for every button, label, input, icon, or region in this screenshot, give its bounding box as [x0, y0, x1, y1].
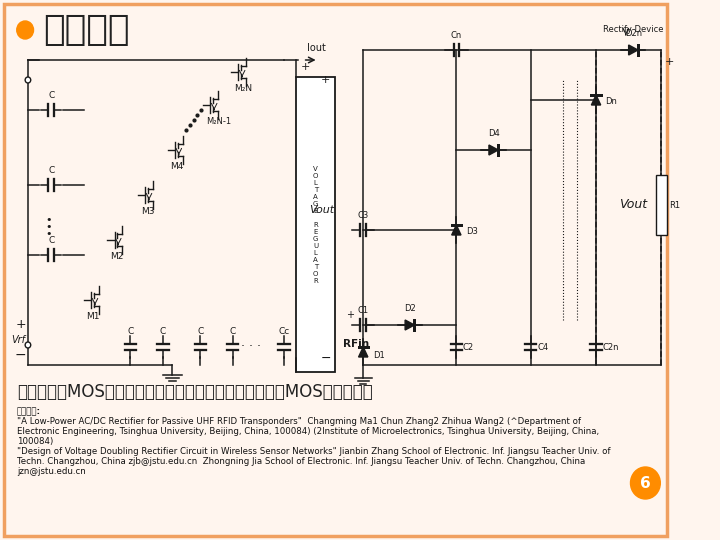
Polygon shape	[451, 225, 461, 235]
Text: Techn. Changzhou, China zjb@jstu.edu.cn  Zhongning Jia School of Electronic. Inf: Techn. Changzhou, China zjb@jstu.edu.cn …	[17, 457, 585, 466]
Text: Iout: Iout	[307, 43, 326, 53]
Text: C: C	[48, 236, 54, 245]
Text: 倍壓電路: 倍壓電路	[43, 13, 130, 47]
Text: Cn: Cn	[451, 31, 462, 40]
Text: C2: C2	[463, 342, 474, 352]
Circle shape	[25, 342, 31, 348]
Text: R1: R1	[669, 200, 680, 210]
Text: C: C	[127, 327, 133, 336]
Polygon shape	[629, 45, 638, 55]
Text: +: +	[346, 310, 354, 320]
Text: M2: M2	[110, 252, 123, 261]
Bar	[656, 175, 667, 235]
Text: 左邊的是用MOS所兜出來的，為了更清楚電路我們可以把MOS看成二極體: 左邊的是用MOS所兜出來的，為了更清楚電路我們可以把MOS看成二極體	[17, 383, 372, 401]
Text: jzn@jstu.edu.cn: jzn@jstu.edu.cn	[17, 467, 86, 476]
Text: +: +	[321, 75, 330, 85]
Polygon shape	[359, 347, 368, 357]
Text: · · ·: · · ·	[241, 341, 261, 354]
Text: 6: 6	[640, 476, 651, 490]
Text: 參考資料:: 參考資料:	[17, 407, 41, 416]
Polygon shape	[591, 95, 600, 105]
Text: "Design of Voltage Doubling Rectifier Circuit in Wireless Sensor Networks" Jianb: "Design of Voltage Doubling Rectifier Ci…	[17, 447, 611, 456]
Text: M₂N: M₂N	[234, 84, 252, 93]
Text: M1: M1	[86, 312, 100, 321]
Text: −: −	[14, 348, 27, 362]
Polygon shape	[405, 320, 415, 330]
Text: M4: M4	[171, 162, 184, 171]
Text: •: •	[45, 222, 52, 232]
Text: "A Low-Power AC/DC Rectifier for Passive UHF RFID Transponders"  Changming Ma1 C: "A Low-Power AC/DC Rectifier for Passive…	[17, 417, 581, 426]
Text: D4: D4	[487, 129, 500, 138]
Text: Vout: Vout	[619, 199, 647, 212]
Text: C1: C1	[358, 306, 369, 315]
Text: M3: M3	[140, 207, 154, 216]
Text: C: C	[197, 327, 203, 336]
Bar	[296, 77, 336, 372]
Text: C: C	[160, 327, 166, 336]
Circle shape	[17, 21, 34, 39]
Text: D2n: D2n	[625, 29, 642, 38]
Text: +: +	[665, 57, 675, 67]
Text: •: •	[45, 215, 52, 225]
Text: C: C	[230, 327, 236, 336]
Text: +: +	[15, 319, 26, 332]
Text: D1: D1	[374, 352, 385, 361]
Text: C4: C4	[537, 342, 549, 352]
Text: C3: C3	[358, 211, 369, 220]
Text: +: +	[301, 62, 310, 72]
Text: Cc: Cc	[279, 327, 289, 336]
Text: Vout: Vout	[309, 205, 334, 215]
Text: D3: D3	[466, 227, 477, 237]
Text: C: C	[48, 91, 54, 100]
Text: M₂N-1: M₂N-1	[206, 117, 231, 126]
Text: 100084): 100084)	[17, 437, 53, 446]
Text: Vrf: Vrf	[12, 335, 25, 345]
Polygon shape	[489, 145, 498, 155]
Text: D2: D2	[404, 304, 415, 313]
Circle shape	[25, 77, 31, 83]
Text: •: •	[45, 229, 52, 239]
Text: V
O
L
T
A
G
E
 
R
E
G
U
L
A
T
O
R: V O L T A G E R E G U L A T O R	[313, 166, 318, 284]
Text: Rectify Device: Rectify Device	[603, 25, 664, 34]
Text: Electronic Engineering, Tsinghua University, Beijing, China, 100084) (2Institute: Electronic Engineering, Tsinghua Univers…	[17, 427, 599, 436]
Text: RFin: RFin	[343, 339, 369, 349]
Text: C: C	[48, 166, 54, 175]
Circle shape	[631, 467, 660, 499]
Text: −: −	[320, 352, 331, 365]
Text: C2n: C2n	[603, 342, 619, 352]
Text: Dn: Dn	[606, 98, 617, 106]
